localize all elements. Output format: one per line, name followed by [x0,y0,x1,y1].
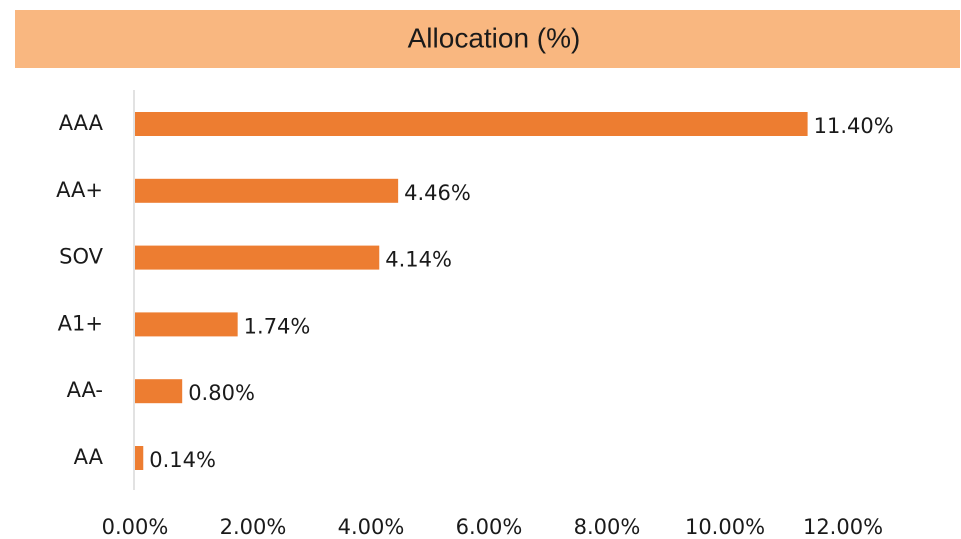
x-tick-label: 0.00% [102,515,169,539]
bar [135,446,144,470]
y-tick-label: AAA [59,111,104,135]
value-label: 1.74% [244,314,311,338]
y-tick-label: A1+ [58,311,103,335]
value-label: 0.80% [188,381,255,405]
bar [135,379,183,404]
value-label: 4.46% [404,181,471,205]
bar [135,312,238,337]
x-tick-label: 12.00% [803,515,883,539]
y-tick-label: SOV [59,245,103,269]
x-tick-label: 2.00% [220,515,287,539]
bar [135,245,380,270]
bar [135,112,808,136]
x-tick-label: 8.00% [574,515,641,539]
x-tick-label: 10.00% [685,515,765,539]
value-label: 4.14% [385,248,452,272]
y-tick-label: AA+ [56,178,103,202]
y-tick-label: AA [74,445,104,469]
bar [135,178,399,203]
y-tick-label: AA- [67,378,103,402]
x-tick-label: 6.00% [456,515,523,539]
value-label: 0.14% [149,448,216,472]
value-label: 11.40% [814,114,894,138]
title-banner [15,10,960,68]
chart-title: Allocation (%) [408,22,581,53]
x-tick-label: 4.00% [338,515,405,539]
